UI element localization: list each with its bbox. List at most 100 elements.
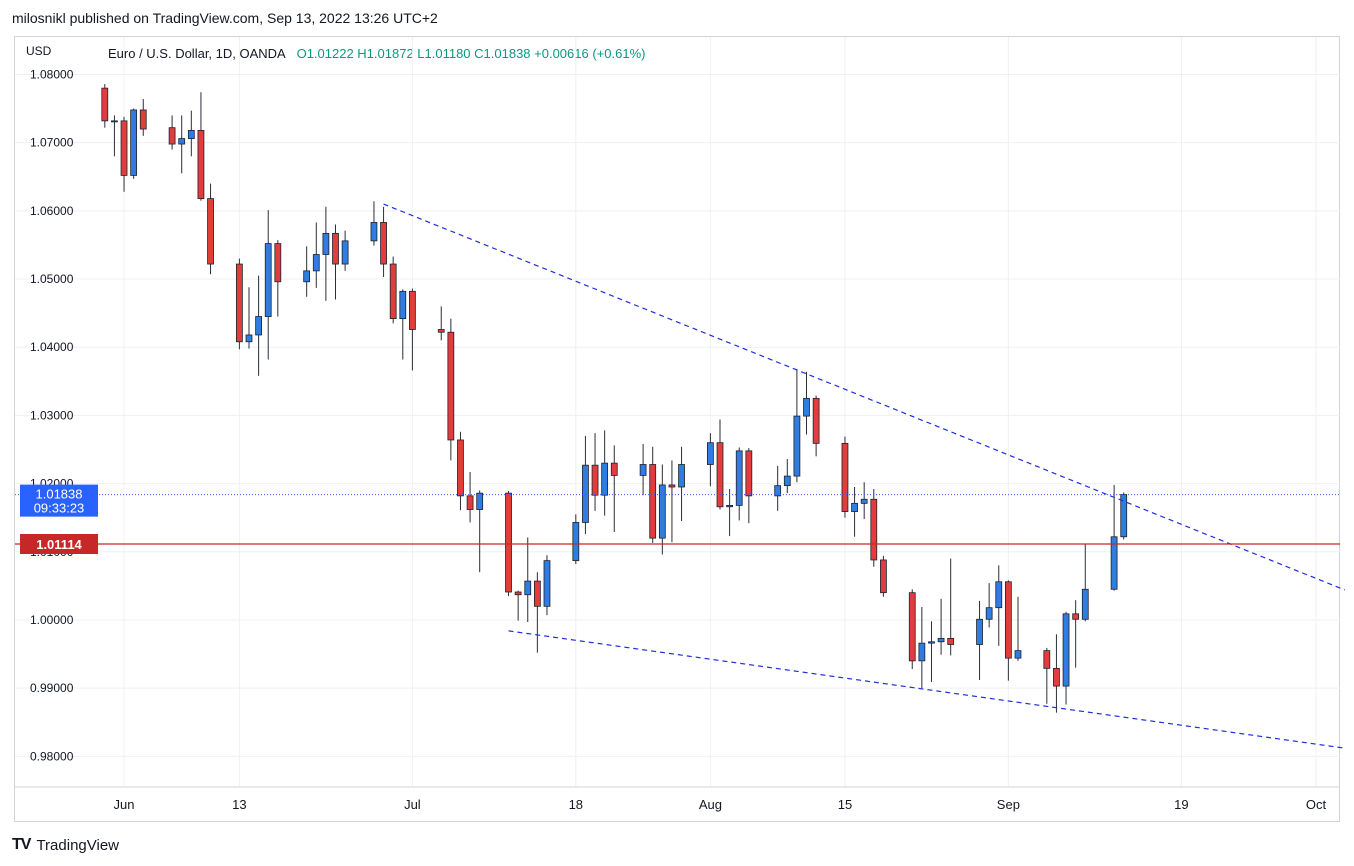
candle-body xyxy=(860,498,868,504)
candle-body xyxy=(476,492,484,510)
publisher-header: milosnikl published on TradingView.com, … xyxy=(12,10,438,26)
tradingview-logo-icon: TV xyxy=(12,836,31,853)
candle-body xyxy=(995,581,1003,609)
y-axis-unit: USD xyxy=(26,44,52,58)
candle-body xyxy=(533,580,541,607)
footer-brand: TV TradingView xyxy=(12,836,119,854)
candle-body xyxy=(1110,536,1118,590)
candle-body xyxy=(841,442,849,512)
candle-body xyxy=(168,127,176,145)
candle-body xyxy=(447,331,455,441)
level-price-label: 1.01114 xyxy=(36,537,82,552)
level-price-tag xyxy=(20,534,98,554)
candle-body xyxy=(591,464,599,496)
ohlc-values: O1.01222 H1.01872 L1.01180 C1.01838 +0.0… xyxy=(296,46,646,61)
candle-body xyxy=(370,222,378,242)
candle-body xyxy=(139,109,147,130)
candle-body xyxy=(870,498,878,561)
candle-body xyxy=(793,415,801,477)
candle-body xyxy=(774,485,782,497)
candle-body xyxy=(197,130,205,199)
x-tick-label: Aug xyxy=(699,797,722,812)
candle-body xyxy=(187,130,195,139)
candle-body xyxy=(178,138,186,145)
candle-body xyxy=(312,254,320,272)
candle-body xyxy=(524,580,532,596)
bar-countdown-label: 09:33:23 xyxy=(34,501,85,516)
candle-body xyxy=(274,243,282,283)
candle-body xyxy=(649,464,657,539)
candle-body xyxy=(322,232,330,255)
last-price-tag xyxy=(20,484,98,517)
trendline xyxy=(508,630,1345,749)
candle-body xyxy=(678,464,685,488)
x-tick-label: Oct xyxy=(1306,797,1327,812)
x-tick-label: 19 xyxy=(1174,797,1188,812)
y-tick-label: 1.05000 xyxy=(30,272,74,286)
candle-body xyxy=(735,450,743,506)
candle-body xyxy=(437,329,445,333)
candle-body xyxy=(812,397,820,444)
candle-body xyxy=(601,462,609,496)
candle-body xyxy=(457,439,464,497)
candle-body xyxy=(235,263,243,343)
y-tick-label: 1.03000 xyxy=(30,408,74,422)
x-tick-label: 13 xyxy=(232,797,246,812)
candle-body xyxy=(707,442,714,465)
candle-body xyxy=(985,607,993,620)
candle-body xyxy=(976,618,983,645)
candle-body xyxy=(851,502,858,512)
candle-body xyxy=(639,464,647,476)
candle-body xyxy=(101,87,109,122)
candle-body xyxy=(918,642,926,662)
candle-body xyxy=(466,495,474,510)
y-tick-label: 0.99000 xyxy=(30,681,74,695)
y-tick-label: 1.06000 xyxy=(30,204,74,218)
candle-body xyxy=(264,243,272,317)
trendline xyxy=(383,203,1346,591)
candle-body xyxy=(937,637,945,643)
candle-body xyxy=(1004,581,1012,659)
candle-body xyxy=(610,462,618,476)
x-tick-label: 15 xyxy=(838,797,852,812)
x-tick-label: Sep xyxy=(997,797,1020,812)
candle-body xyxy=(409,290,416,330)
chart-frame xyxy=(14,36,1340,822)
symbol-legend: Euro / U.S. Dollar, 1D, OANDA O1.01222 H… xyxy=(108,46,645,61)
brand-name: TradingView xyxy=(36,836,119,854)
y-tick-label: 1.00000 xyxy=(30,613,74,627)
candle-body xyxy=(582,464,589,523)
candle-body xyxy=(928,641,935,644)
y-tick-label: 1.08000 xyxy=(30,68,74,82)
candle-body xyxy=(1043,650,1051,669)
candle-body xyxy=(658,484,666,539)
candle-body xyxy=(303,270,311,283)
candle-body xyxy=(380,222,387,265)
candle-body xyxy=(1053,667,1060,687)
candle-body xyxy=(783,475,791,487)
y-tick-label: 1.07000 xyxy=(30,136,74,150)
candle-body xyxy=(245,334,253,343)
candle-body xyxy=(1120,494,1128,538)
candle-body xyxy=(572,522,580,562)
candle-body xyxy=(908,592,916,662)
candle-body xyxy=(803,397,810,417)
candle-body xyxy=(505,492,512,593)
candle-body xyxy=(332,232,339,265)
candle-body xyxy=(120,120,128,176)
candle-body xyxy=(514,591,522,596)
candle-body xyxy=(880,559,887,594)
candle-body xyxy=(130,109,138,176)
candle-body xyxy=(207,198,214,265)
candle-body xyxy=(255,316,262,336)
x-tick-label: 18 xyxy=(569,797,583,812)
candle-body xyxy=(726,505,733,508)
candle-body xyxy=(745,450,753,497)
candle-body xyxy=(1014,650,1022,659)
candle-body xyxy=(399,290,407,319)
candle-body xyxy=(1072,613,1080,620)
candle-body xyxy=(947,637,955,645)
candle-body xyxy=(1062,613,1070,687)
y-tick-label: 1.04000 xyxy=(30,340,74,354)
